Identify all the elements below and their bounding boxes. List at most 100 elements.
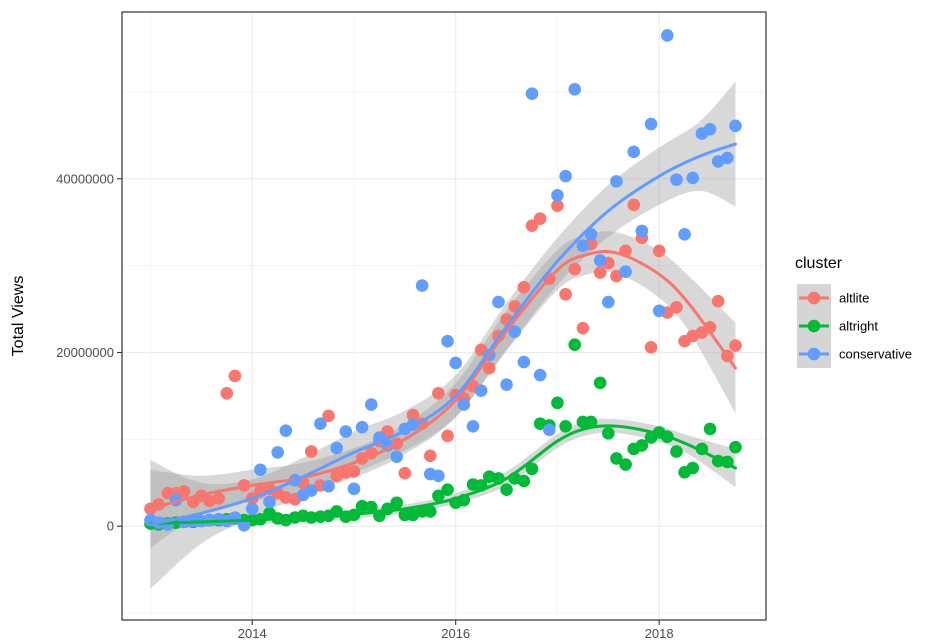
point-conservative-23 [339,425,353,438]
point-altright-64 [686,461,700,475]
point-altright-69 [729,440,742,454]
x-tick-label-2: 2018 [645,626,674,641]
point-altright-44 [517,474,531,488]
point-conservative-47 [543,423,556,437]
point-conservative-42 [500,378,513,391]
legend-key-point-altright [807,319,821,333]
point-altlite-31 [406,408,420,422]
point-altright-42 [500,483,513,497]
point-conservative-54 [602,295,615,309]
point-conservative-34 [432,469,445,483]
legend-key-point-altlite [807,291,821,305]
point-conservative-62 [670,173,683,186]
x-tick-label-0: 2014 [238,626,267,641]
point-conservative-50 [568,83,582,96]
point-conservative-16 [279,424,293,437]
point-altlite-62 [670,301,683,314]
band-conservative [150,81,736,589]
point-conservative-11 [237,519,251,532]
legend-key-point-conservative [807,347,821,361]
point-conservative-21 [322,479,335,493]
point-altright-33 [423,505,437,518]
point-altright-54 [602,426,615,440]
point-altlite-44 [517,281,531,294]
y-tick-label-0: 0 [107,519,114,534]
point-altright-25 [355,499,369,513]
point-altright-56 [619,458,632,471]
point-altright-66 [703,422,717,436]
point-conservative-61 [661,29,674,42]
point-altlite-24 [347,465,361,478]
point-altlite-53 [593,266,607,279]
point-altlite-46 [533,212,547,226]
point-conservative-46 [533,368,547,382]
point-altright-53 [593,376,607,390]
point-conservative-35 [441,334,454,348]
smooth-lines [148,142,737,526]
point-conservative-26 [364,398,378,411]
y-tick-label-1: 20000000 [56,345,114,360]
point-altright-26 [364,500,378,514]
point-altlite-48 [551,199,564,212]
point-conservative-43 [508,325,522,338]
legend-label-altright: altright [839,319,878,334]
point-conservative-19 [304,484,318,497]
point-conservative-25 [355,420,369,434]
point-conservative-44 [517,355,531,369]
point-conservative-45 [525,87,539,100]
smooth-altright [148,424,737,526]
point-altright-29 [390,496,403,510]
point-altlite-8 [212,492,225,505]
point-altlite-21 [322,409,335,423]
point-altlite-66 [703,320,717,334]
point-conservative-41 [492,295,505,309]
point-altright-34 [432,489,445,503]
legend: cluster altlite altright conservative [795,255,912,368]
point-altlite-30 [398,466,412,480]
point-altright-62 [670,445,683,458]
point-conservative-24 [347,482,361,496]
legend-label-conservative: conservative [839,347,912,362]
point-altlite-33 [423,449,437,463]
point-altlite-59 [644,340,658,354]
point-altright-55 [610,452,623,465]
point-conservative-69 [729,119,742,133]
point-conservative-36 [449,356,463,370]
point-conservative-13 [254,463,267,477]
point-altright-50 [568,338,582,351]
axis-ticks [117,178,660,625]
point-altlite-57 [627,198,641,212]
point-conservative-58 [635,224,649,238]
point-altlite-10 [228,369,242,383]
point-conservative-68 [721,151,734,165]
point-conservative-51 [576,239,590,252]
smooth-altlite [148,250,737,511]
point-conservative-32 [415,279,429,292]
point-conservative-37 [457,398,471,411]
point-altlite-49 [559,287,572,301]
point-conservative-14 [263,495,276,509]
point-altright-48 [551,396,564,410]
point-conservative-57 [627,145,641,159]
point-altright-49 [559,420,572,433]
point-altlite-9 [220,387,234,400]
legend-title: cluster [795,255,843,272]
point-conservative-39 [474,384,488,398]
point-conservative-64 [686,171,700,185]
point-altlite-50 [568,262,582,276]
point-conservative-22 [330,441,343,455]
point-altright-58 [635,439,649,452]
point-conservative-38 [466,420,480,433]
y-tick-label-2: 40000000 [56,171,114,186]
point-altright-35 [441,483,454,497]
band-altlite [150,231,736,548]
smooth-conservative [148,142,737,526]
point-altlite-51 [576,321,590,335]
point-altlite-69 [729,339,742,352]
point-conservative-60 [652,304,666,318]
point-conservative-66 [703,122,717,136]
point-conservative-49 [559,169,572,183]
point-conservative-12 [245,502,259,516]
legend-label-altlite: altlite [839,291,869,306]
